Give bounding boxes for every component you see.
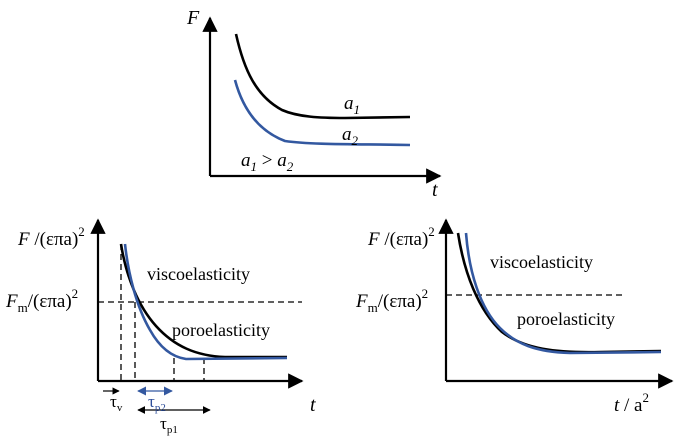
right-region-poroelasticity: poroelasticity bbox=[517, 309, 615, 329]
left-curve-black bbox=[119, 243, 287, 359]
top-relation-label: a1 > a2 bbox=[241, 150, 294, 174]
right-plot: F /(επa)2 Fm/(επa)2 t / a2 viscoelastici… bbox=[355, 218, 674, 416]
right-curve-blue bbox=[464, 232, 662, 355]
left-tau-p1-label: τp1 bbox=[160, 414, 178, 436]
top-curve-a2-label: a2 bbox=[342, 124, 359, 148]
left-fm-label: Fm/(επa)2 bbox=[5, 286, 78, 315]
right-y-label: F /(επa)2 bbox=[367, 224, 435, 250]
left-x-label: t bbox=[310, 394, 316, 416]
top-curve-a1 bbox=[234, 33, 411, 120]
right-x-label: t / a2 bbox=[614, 390, 649, 416]
top-x-label: t bbox=[432, 179, 438, 201]
top-curve-a2 bbox=[233, 79, 411, 147]
left-curve-blue bbox=[123, 243, 288, 361]
left-region-viscoelasticity: viscoelasticity bbox=[147, 264, 250, 284]
right-region-viscoelasticity: viscoelasticity bbox=[490, 252, 593, 272]
right-curve-black bbox=[456, 232, 662, 354]
right-fm-label: Fm/(επa)2 bbox=[355, 286, 428, 315]
top-plot: F t a1 a2 a1 > a2 bbox=[186, 7, 442, 201]
left-region-poroelasticity: poroelasticity bbox=[172, 320, 270, 340]
left-tau-p2-label: τp2 bbox=[148, 392, 166, 414]
left-plot: F /(επa)2 Fm/(επa)2 t viscoelasticity po… bbox=[5, 218, 316, 436]
top-y-label: F bbox=[186, 7, 200, 29]
top-curve-a1-label: a1 bbox=[344, 93, 360, 117]
left-y-label: F /(επa)2 bbox=[17, 224, 85, 250]
left-tau-v-label: τv bbox=[110, 392, 123, 414]
